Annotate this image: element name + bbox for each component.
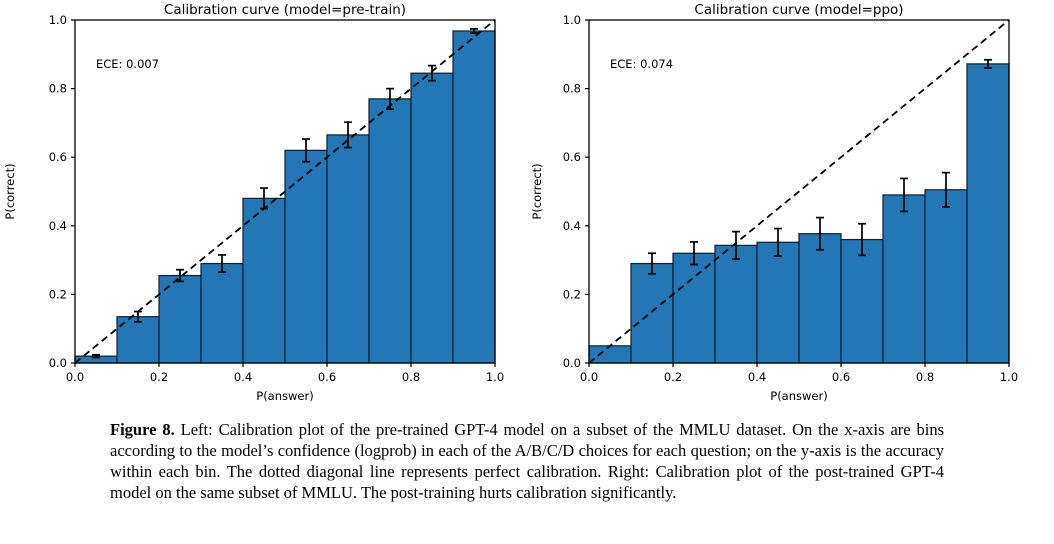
figure-caption-text: Left: Calibration plot of the pre-traine… [110, 420, 944, 502]
y-tick-label: 0.6 [49, 150, 67, 164]
ece-annotation: ECE: 0.007 [96, 57, 159, 71]
x-tick-label: 0.0 [580, 370, 598, 384]
calibration-bar [410, 72, 454, 364]
x-tick-label: 0.2 [664, 370, 682, 384]
chart-title: Calibration curve (model=pre-train) [164, 2, 406, 18]
ece-annotation: ECE: 0.074 [610, 57, 673, 71]
x-tick-label: 0.8 [402, 370, 420, 384]
x-tick-label: 0.8 [916, 370, 934, 384]
calibration-bar [284, 149, 328, 364]
y-tick-label: 1.0 [49, 13, 67, 27]
x-axis-label: P(answer) [770, 389, 827, 403]
calibration-bar [756, 241, 800, 364]
y-tick-label: 0.2 [49, 287, 67, 301]
calibration-bar [326, 134, 370, 364]
y-tick-label: 0.8 [563, 82, 581, 96]
calibration-bar [798, 233, 842, 364]
y-axis-label: P(correct) [530, 163, 544, 219]
calibration-bar [242, 197, 286, 364]
x-tick-label: 0.4 [748, 370, 766, 384]
x-tick-label: 0.4 [234, 370, 252, 384]
calibration-bar [630, 262, 674, 364]
y-tick-label: 0.6 [563, 150, 581, 164]
calibration-bar [966, 63, 1010, 364]
calibration-bar [588, 345, 632, 364]
calibration-chart-pretrain: 0.0 0.2 0.4 0.6 0.8 1.0 0.0 0.2 0.4 0.6 0.8 1.0 Cali… [3, 2, 504, 403]
figure-caption: Figure 8. Left: Calibration plot of the … [110, 419, 944, 503]
calibration-bar [672, 252, 716, 364]
calibration-bar [882, 194, 926, 364]
calibration-bar [452, 30, 496, 364]
plot-border [588, 19, 1010, 364]
x-tick-label: 0.2 [150, 370, 168, 384]
x-tick-label: 0.6 [318, 370, 336, 384]
calibration-bar [200, 262, 244, 364]
calibration-bar [714, 244, 758, 364]
x-tick-label: 1.0 [1000, 370, 1018, 384]
perfect-calibration-line [74, 19, 496, 364]
y-axis-label: P(correct) [3, 163, 17, 219]
x-tick-label: 1.0 [486, 370, 504, 384]
y-tick-label: 0.0 [49, 356, 67, 370]
y-tick-label: 0.2 [563, 287, 581, 301]
calibration-bar [368, 98, 412, 364]
perfect-calibration-line [588, 19, 1010, 364]
x-axis-label: P(answer) [256, 389, 313, 403]
calibration-bar [840, 238, 884, 364]
y-tick-label: 0.0 [563, 356, 581, 370]
y-tick-label: 0.4 [49, 219, 67, 233]
x-tick-label: 0.6 [832, 370, 850, 384]
x-tick-label: 0.0 [66, 370, 84, 384]
plot-border [74, 19, 496, 364]
y-tick-label: 1.0 [563, 13, 581, 27]
y-tick-label: 0.8 [49, 82, 67, 96]
figure-label: Figure 8. [110, 420, 175, 439]
chart-title: Calibration curve (model=ppo) [694, 2, 903, 18]
calibration-chart-ppo: 0.0 0.2 0.4 0.6 0.8 1.0 0.0 0.2 0.4 0.6 0.8 1.0 Cali… [530, 2, 1018, 403]
calibration-bar [924, 189, 968, 364]
y-tick-label: 0.4 [563, 219, 581, 233]
